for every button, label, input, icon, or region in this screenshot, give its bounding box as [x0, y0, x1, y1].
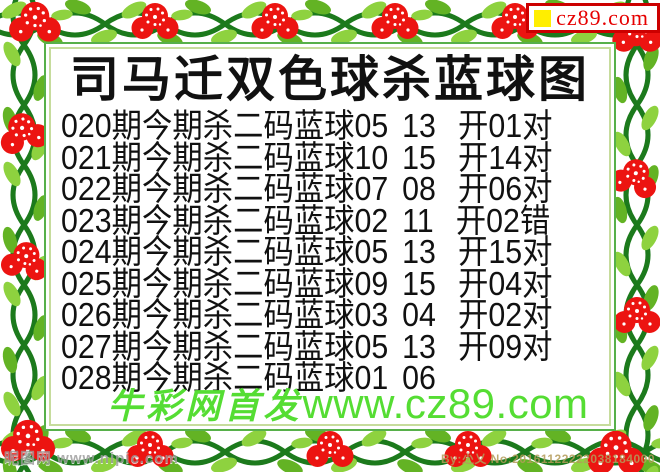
prediction-row: 022期今期杀二码蓝球07 08 开06对	[61, 170, 570, 207]
row-kill2: 13	[402, 327, 436, 365]
row-result: 开01对	[457, 107, 553, 144]
content-panel: 司马迁双色球杀蓝球图 020期今期杀二码蓝球05 13 开01对 021期今期杀二码蓝…	[44, 42, 616, 431]
row-label: 022期今期杀二码蓝球07	[61, 170, 389, 207]
row-result: 开02错	[455, 201, 551, 239]
row-kill2: 08	[402, 170, 436, 207]
row-label: 027期今期杀二码蓝球05	[61, 327, 389, 365]
prediction-row: 027期今期杀二码蓝球05 13 开09对	[61, 327, 570, 365]
row-kill2: 06	[402, 359, 436, 396]
prediction-row: 026期今期杀二码蓝球03 04 开02对	[61, 296, 570, 333]
row-kill2: 15	[402, 264, 436, 302]
row-result: 开02对	[457, 296, 553, 333]
row-result: 开14对	[457, 138, 553, 176]
row-label: 021期今期杀二码蓝球10	[61, 138, 389, 176]
row-label: 023期今期杀二码蓝球02	[61, 201, 389, 239]
row-result: 开09对	[457, 327, 553, 365]
row-kill2: 13	[402, 233, 436, 270]
prediction-row: 024期今期杀二码蓝球05 13 开15对	[61, 233, 570, 270]
prediction-rows: 020期今期杀二码蓝球05 13 开01对 021期今期杀二码蓝球10 15 开14对 02…	[46, 108, 614, 394]
row-label: 024期今期杀二码蓝球05	[61, 233, 389, 270]
prediction-row: 025期今期杀二码蓝球09 15 开04对	[61, 264, 570, 302]
yellow-square-icon	[534, 9, 552, 27]
watermark-serial: By:尐乂 No:20161122222038184000	[441, 452, 655, 466]
prediction-row: 021期今期杀二码蓝球10 15 开14对	[61, 138, 570, 176]
footer-brand: 牛彩网首发	[107, 387, 303, 426]
page-title: 司马迁双色球杀蓝球图	[69, 50, 590, 108]
row-label: 020期今期杀二码蓝球05	[61, 107, 389, 144]
prediction-row: 028期今期杀二码蓝球01 06	[61, 359, 570, 396]
watermark-nipic: 昵图网 www.nipic.com	[4, 450, 179, 467]
row-kill2: 13	[402, 107, 436, 144]
footer-credit: 牛彩网首发www.cz89.com	[46, 378, 614, 429]
row-result: 开06对	[457, 170, 553, 207]
row-label: 025期今期杀二码蓝球09	[61, 264, 389, 302]
footer-url: www.cz89.com	[302, 380, 589, 427]
site-badge-label: cz89.com	[556, 5, 649, 30]
row-kill2: 15	[402, 138, 436, 176]
row-result: 开04对	[457, 264, 553, 302]
row-kill2: 04	[402, 296, 436, 333]
row-kill2: 11	[402, 201, 434, 239]
row-label: 026期今期杀二码蓝球03	[61, 296, 389, 333]
site-badge: cz89.com	[526, 3, 660, 33]
prediction-row: 023期今期杀二码蓝球02 11 开02错	[61, 201, 570, 239]
prediction-row: 020期今期杀二码蓝球05 13 开01对	[61, 107, 570, 144]
row-label: 028期今期杀二码蓝球01	[61, 359, 389, 396]
row-result: 开15对	[457, 233, 553, 270]
